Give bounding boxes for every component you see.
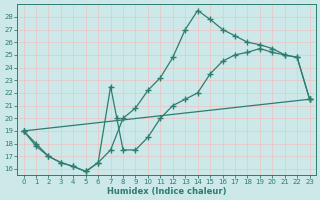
X-axis label: Humidex (Indice chaleur): Humidex (Indice chaleur)	[107, 187, 226, 196]
